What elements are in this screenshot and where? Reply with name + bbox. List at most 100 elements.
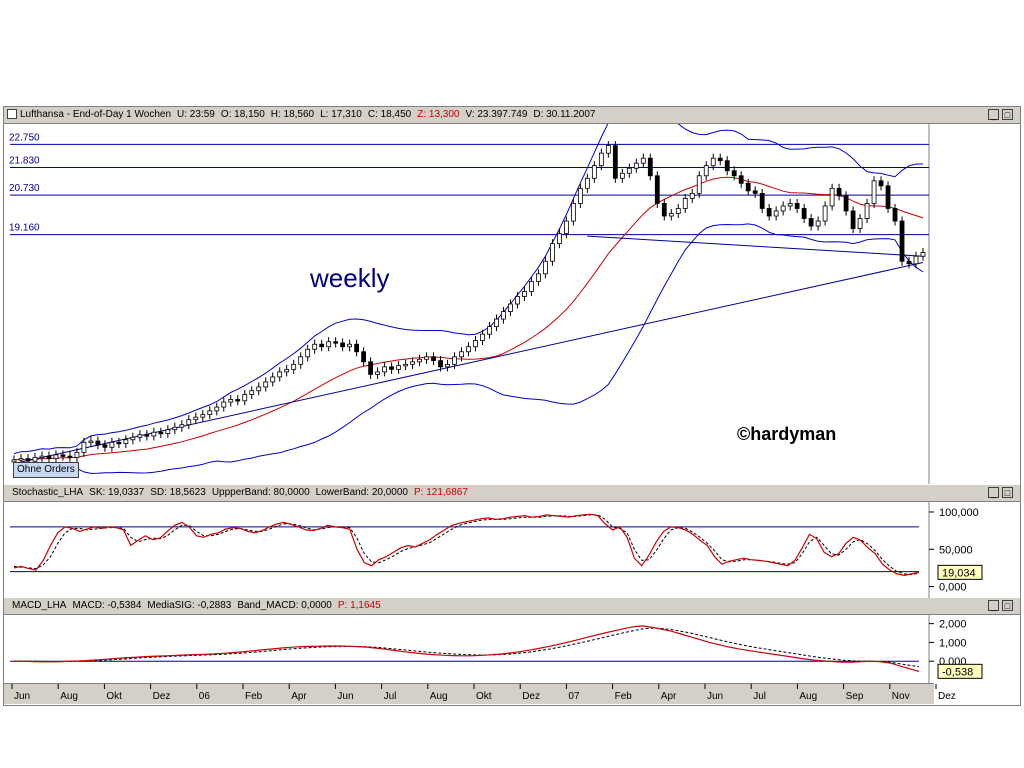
- candle: [731, 170, 737, 177]
- macd-panel-header: MACD_LHA MACD: -0,5384 MediaSIG: -0,2883 Ba…: [4, 598, 1020, 615]
- candle: [717, 157, 723, 162]
- candle: [74, 451, 80, 458]
- candle: [577, 187, 583, 204]
- time-label: Nov: [892, 691, 910, 702]
- candle: [892, 208, 898, 222]
- candle: [920, 252, 926, 257]
- candle: [32, 456, 38, 462]
- candle: [689, 192, 695, 199]
- minimize-icon[interactable]: _: [988, 109, 999, 120]
- stoch-upper: UppperBand: 80,0000: [211, 487, 310, 498]
- candle: [745, 182, 751, 192]
- candle: [878, 180, 884, 187]
- macd-band: Band_MACD: 0,0000: [237, 600, 332, 611]
- time-axis-labels: Jun Aug Okt Dez 06 Feb Apr Jun Jul Aug Okt Dez 07 Feb…: [11, 684, 956, 702]
- candle: [284, 368, 290, 373]
- candle: [605, 145, 611, 154]
- trendline: [587, 235, 924, 257]
- candle: [46, 455, 52, 460]
- candle: [738, 175, 744, 184]
- weekly-annotation: weekly: [309, 263, 389, 293]
- candle: [95, 440, 101, 446]
- candle: [144, 434, 150, 437]
- candle: [263, 381, 269, 388]
- candle: [773, 210, 779, 217]
- candle: [843, 195, 849, 212]
- candle: [382, 366, 387, 373]
- candle: [633, 162, 639, 169]
- header-u: U: 23:59: [177, 109, 215, 120]
- candle: [347, 343, 353, 348]
- ohne-orders-button[interactable]: Ohne Orders: [13, 462, 79, 478]
- price-panel: 10,00012,00014,00016,00018,00020,00022,0…: [9, 124, 1020, 484]
- minimize-icon[interactable]: _: [988, 487, 999, 498]
- time-label: Dez: [522, 691, 540, 702]
- candle: [326, 341, 332, 348]
- header-volume: V: 23.397.749: [465, 109, 528, 120]
- candle: [81, 441, 87, 453]
- time-label: Jul: [384, 691, 397, 702]
- macd-value: MACD: -0,5384: [72, 600, 142, 611]
- candle: [584, 177, 590, 189]
- macd-name: MACD_LHA: [12, 600, 67, 611]
- candle: [787, 203, 793, 207]
- candle: [193, 416, 199, 421]
- candle: [752, 190, 758, 194]
- minimize-icon[interactable]: _: [988, 600, 999, 611]
- candle: [53, 454, 59, 460]
- candle: [598, 152, 604, 167]
- candle: [88, 440, 94, 443]
- candle: [291, 363, 297, 370]
- candle: [494, 318, 499, 328]
- candle: [850, 210, 856, 229]
- candle: [333, 341, 339, 344]
- maximize-icon[interactable]: □: [1002, 109, 1013, 120]
- macd-last-box: [937, 663, 983, 679]
- candle: [137, 434, 143, 438]
- candle: [39, 455, 45, 459]
- bollinger-upper-line: [13, 124, 924, 455]
- candle: [906, 260, 912, 265]
- maximize-icon[interactable]: □: [1002, 600, 1013, 611]
- candle: [703, 165, 709, 177]
- macd-tick-label: 2,000: [939, 619, 967, 631]
- header-open: O: 18,150: [220, 109, 265, 120]
- candle: [60, 454, 66, 457]
- candle: [487, 326, 492, 335]
- header-high: H: 18,560: [270, 109, 315, 120]
- maximize-icon[interactable]: □: [1002, 487, 1013, 498]
- time-label: 07: [568, 691, 580, 702]
- candle: [759, 192, 765, 209]
- candle: [857, 218, 863, 229]
- candle: [557, 233, 562, 245]
- level-label: 22.750: [9, 132, 40, 143]
- candle: [389, 366, 394, 370]
- time-label: Jun: [707, 691, 723, 702]
- candle: [473, 340, 478, 348]
- candle: [829, 187, 835, 207]
- stochastic-panel-header: Stochastic_LHA SK: 19,0337 SD: 18,5623 Uppp…: [4, 485, 1020, 502]
- stoch-sd-line: [13, 514, 920, 576]
- candle: [501, 311, 506, 320]
- candle: [612, 145, 618, 179]
- candle: [270, 376, 276, 383]
- candle: [186, 419, 192, 426]
- candle: [172, 426, 178, 431]
- candle: [256, 386, 262, 392]
- moving-average-line: [13, 176, 924, 461]
- candle: [438, 360, 443, 368]
- time-label: Dez: [153, 691, 171, 702]
- panel-menu-icon[interactable]: [7, 109, 17, 120]
- price-axis-bg: [929, 124, 1020, 484]
- level-label: 21.830: [9, 155, 40, 166]
- candle: [403, 363, 408, 367]
- time-label: Aug: [60, 691, 78, 702]
- candle: [563, 220, 569, 235]
- candle: [109, 441, 115, 448]
- candle: [116, 441, 122, 445]
- candle: [696, 175, 702, 194]
- candle: [151, 431, 157, 437]
- header-z: Z: 13,300: [417, 109, 460, 120]
- candle: [570, 203, 576, 222]
- instrument-title: Lufthansa - End-of-Day 1 Wochen: [20, 109, 172, 120]
